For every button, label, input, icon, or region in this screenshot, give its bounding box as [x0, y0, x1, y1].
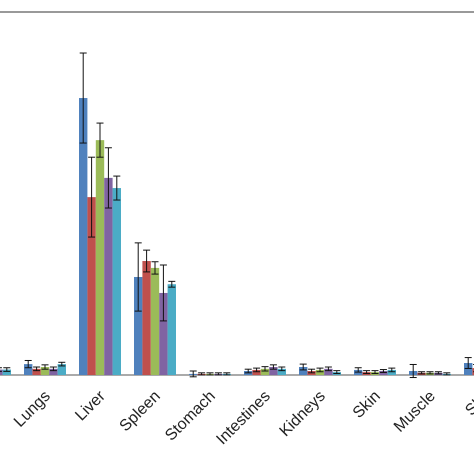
- bar: [269, 367, 278, 375]
- bar: [252, 369, 261, 375]
- error-bar: [168, 280, 176, 288]
- x-tick-label: Skin: [350, 388, 384, 422]
- bar: [159, 292, 168, 375]
- error-bar: [134, 242, 142, 312]
- error-bar: [33, 366, 41, 372]
- error-bar: [143, 249, 151, 273]
- bar: [49, 368, 58, 375]
- x-tick-label: Spleen: [117, 388, 164, 435]
- error-bar: [379, 369, 387, 373]
- error-bar: [261, 366, 269, 372]
- error-bar: [409, 363, 417, 379]
- error-bar: [3, 367, 11, 372]
- x-tick-label: Sku: [462, 388, 474, 420]
- bar: [260, 368, 270, 375]
- error-bar: [24, 359, 32, 369]
- error-bar: [214, 372, 222, 376]
- bar: [32, 368, 41, 375]
- error-bar: [299, 363, 307, 371]
- bar: [387, 369, 396, 375]
- error-bar: [278, 366, 286, 372]
- error-bar: [324, 366, 332, 372]
- x-tick-label: Kidneys: [277, 388, 329, 440]
- error-bar: [41, 364, 49, 370]
- bar: [379, 371, 388, 375]
- bar: [315, 369, 325, 375]
- bar: [464, 363, 473, 375]
- error-bar: [426, 371, 434, 375]
- error-bar: [354, 367, 362, 373]
- error-bar: [189, 370, 197, 378]
- error-bar: [0, 367, 2, 372]
- error-bar: [88, 156, 96, 238]
- x-tick-label: Intestines: [213, 388, 273, 448]
- error-bar: [434, 371, 442, 375]
- error-bar: [464, 357, 472, 369]
- error-bar: [308, 368, 316, 374]
- error-bar: [113, 175, 121, 201]
- error-bar: [96, 122, 104, 158]
- bar: [277, 368, 286, 375]
- x-tick-label: Muscle: [391, 388, 439, 436]
- bar: [324, 368, 333, 375]
- bar: [167, 284, 176, 375]
- bar: [134, 276, 143, 375]
- error-bar: [253, 367, 261, 373]
- bar: [2, 369, 11, 375]
- error-bar: [79, 52, 87, 144]
- bar: [95, 140, 105, 375]
- error-bar: [206, 372, 214, 376]
- x-tick-label: Lungs: [11, 388, 54, 431]
- bar: [112, 188, 121, 375]
- bar: [79, 98, 88, 375]
- bar: [142, 261, 151, 375]
- bar: [104, 177, 113, 375]
- error-bar: [371, 370, 379, 375]
- bar: [24, 364, 33, 375]
- error-bar: [159, 264, 167, 322]
- bar: [299, 367, 308, 375]
- x-tick-label: Stomach: [162, 388, 219, 445]
- bar: [0, 369, 3, 375]
- bar: [40, 367, 50, 375]
- error-bar: [388, 367, 396, 373]
- error-bar: [198, 372, 206, 376]
- error-bar: [223, 372, 231, 376]
- error-bar: [443, 372, 451, 376]
- error-bar: [49, 366, 57, 372]
- error-bar: [363, 370, 371, 375]
- error-bar: [104, 147, 112, 209]
- bar: [87, 197, 96, 375]
- error-bar: [269, 364, 277, 370]
- error-bar: [151, 261, 159, 275]
- x-tick-label: Liver: [72, 387, 109, 424]
- error-bar: [418, 371, 426, 375]
- bar: [57, 364, 66, 375]
- error-bar: [316, 367, 324, 373]
- error-bar: [244, 368, 252, 374]
- error-bar: [58, 361, 66, 367]
- bar: [150, 267, 160, 375]
- error-bar: [333, 370, 341, 375]
